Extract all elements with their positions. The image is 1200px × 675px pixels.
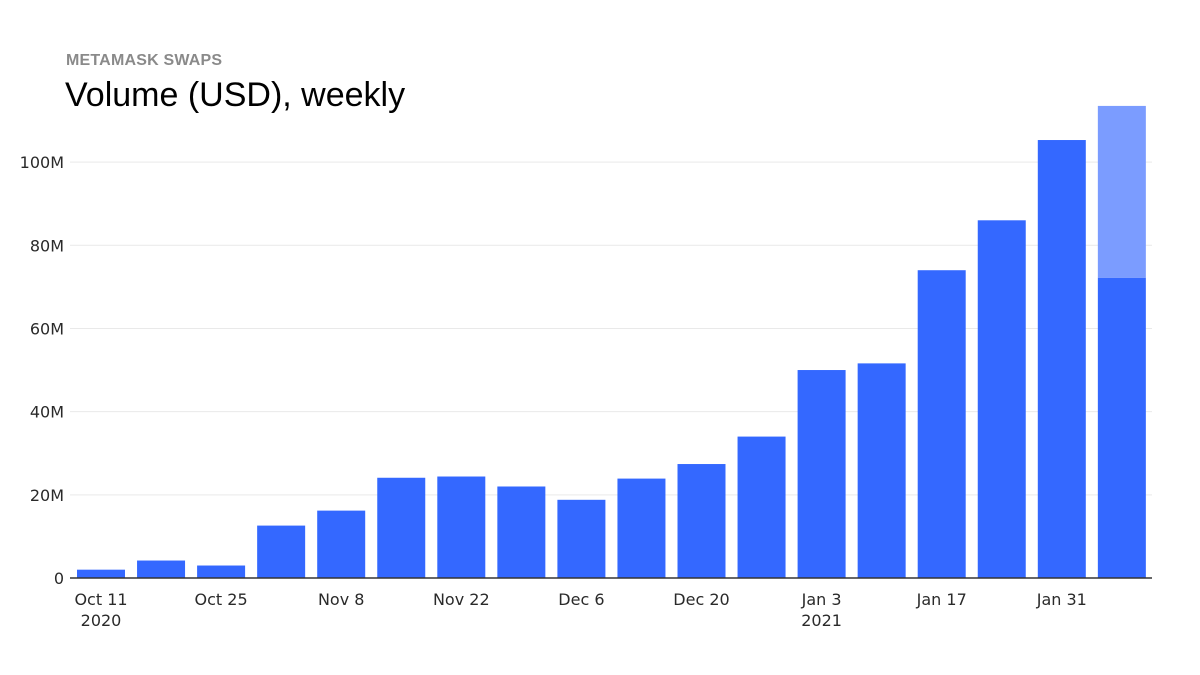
bar	[377, 477, 426, 578]
bar	[617, 478, 666, 578]
y-tick-label: 100M	[20, 153, 64, 172]
bar	[1097, 277, 1146, 578]
grid-lines	[70, 161, 1152, 496]
bar	[557, 499, 606, 578]
bar	[977, 220, 1026, 578]
y-tick-labels: 0 20M 40M 60M 80M 100M	[20, 153, 64, 588]
y-tick-label: 60M	[30, 319, 64, 338]
bar	[857, 363, 906, 578]
x-tick-label: Jan 3	[801, 590, 842, 609]
bar-partial-week	[1097, 105, 1146, 278]
bar	[737, 436, 786, 578]
x-tick-label: Nov 8	[318, 590, 365, 609]
x-tick-label: Oct 25	[195, 590, 248, 609]
y-tick-label: 80M	[30, 236, 64, 255]
x-tick-label: Oct 11	[74, 590, 127, 609]
x-tick-label: Dec 20	[673, 590, 729, 609]
bars	[77, 105, 1146, 578]
bar	[797, 370, 846, 578]
x-tick-label: Jan 17	[916, 590, 967, 609]
bar	[437, 476, 486, 578]
y-tick-label: 40M	[30, 403, 64, 422]
chart-title: Volume (USD), weekly	[65, 76, 406, 114]
x-tick-label: Jan 31	[1036, 590, 1087, 609]
bar	[497, 486, 546, 578]
x-tick-labels: Oct 11 2020 Oct 25 Nov 8 Nov 22 Dec 6 Dec 20 Ja…	[74, 590, 1086, 630]
x-tick-year-label: 2020	[81, 611, 122, 630]
x-tick-year-label: 2021	[801, 611, 842, 630]
y-tick-label: 20M	[30, 486, 64, 505]
bar	[137, 560, 186, 578]
x-tick-label: Dec 6	[558, 590, 604, 609]
bar	[917, 270, 966, 578]
bar	[677, 464, 726, 578]
bar	[257, 525, 306, 578]
x-tick-label: Nov 22	[433, 590, 490, 609]
chart-kicker: METAMASK SWAPS	[66, 52, 223, 69]
bar	[1037, 140, 1086, 578]
bar	[77, 569, 125, 578]
bar	[197, 565, 246, 578]
bar	[317, 510, 366, 578]
y-tick-label: 0	[54, 569, 64, 588]
